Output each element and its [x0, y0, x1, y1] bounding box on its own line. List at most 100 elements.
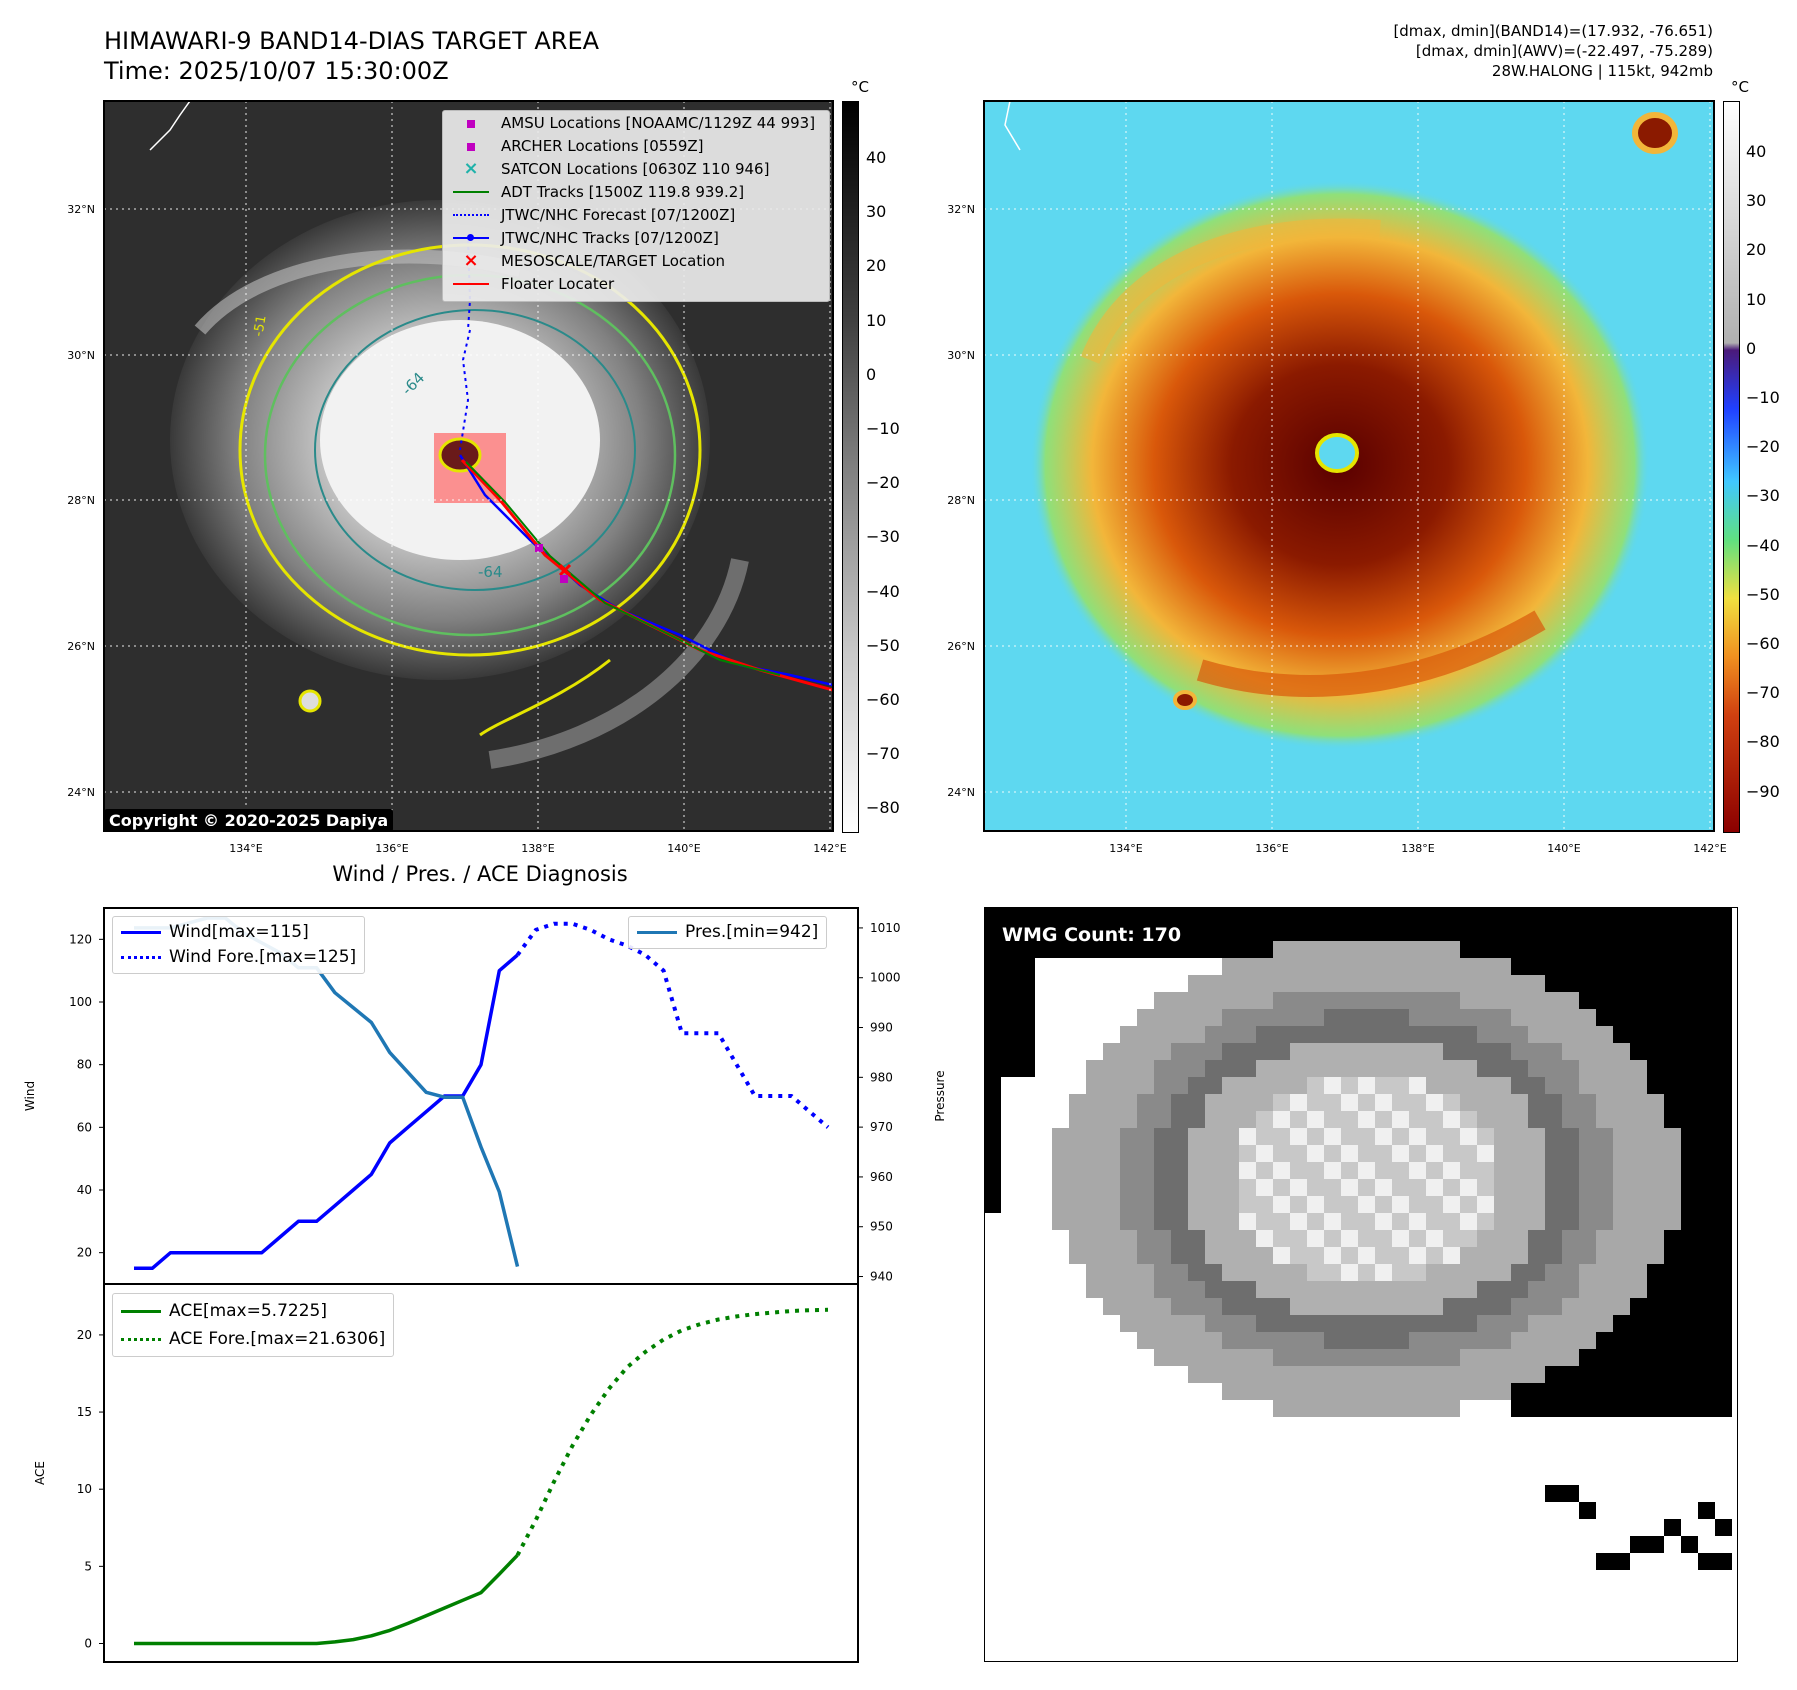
wmg-cell [1375, 1230, 1392, 1247]
wmg-cell [1613, 1315, 1630, 1332]
colorbar-tick-label: 0 [1746, 338, 1757, 358]
wmg-cell [1477, 1332, 1494, 1349]
wmg-cell [1375, 1264, 1392, 1281]
wmg-cell [1647, 1383, 1664, 1400]
wmg-cell [1307, 1145, 1324, 1162]
wmg-cell [1426, 1366, 1443, 1383]
legend-label: Floater Locater [501, 274, 615, 293]
wmg-cell [1222, 1060, 1239, 1077]
wmg-cell [1443, 1179, 1460, 1196]
wmg-cell [1341, 1077, 1358, 1094]
colorbar-tick-label: −50 [866, 635, 900, 655]
wmg-cell [1596, 1349, 1613, 1366]
y2-tick-label: 970 [870, 1120, 893, 1134]
wmg-cell [1443, 1383, 1460, 1400]
wmg-cell [1494, 992, 1511, 1009]
wmg-cell [1715, 1247, 1732, 1264]
wmg-cell [1358, 1077, 1375, 1094]
wmg-cell [1273, 907, 1290, 924]
wmg-cell [1358, 1026, 1375, 1043]
wmg-cell [1341, 1145, 1358, 1162]
wmg-cell [1171, 1145, 1188, 1162]
wmg-cell [1290, 1298, 1307, 1315]
wmg-cell [1494, 907, 1511, 924]
wmg-cell [1698, 1247, 1715, 1264]
wmg-cell [1630, 1366, 1647, 1383]
wmg-cell [1307, 1179, 1324, 1196]
wmg-cell [1579, 1009, 1596, 1026]
wmg-cell [1290, 1145, 1307, 1162]
wmg-cell [1052, 1162, 1069, 1179]
wmg-cell [1171, 1230, 1188, 1247]
wmg-cell [1018, 1026, 1035, 1043]
wmg-cell [1341, 1060, 1358, 1077]
wmg-cell [1103, 907, 1120, 924]
wmg-cell [1290, 1060, 1307, 1077]
wmg-cell [1562, 1077, 1579, 1094]
lat-tick-label: 24°N [67, 786, 95, 799]
wmg-cell [1477, 1026, 1494, 1043]
wmg-cell [1630, 1298, 1647, 1315]
wmg-cell [1630, 941, 1647, 958]
wmg-cell [1341, 1264, 1358, 1281]
wmg-cell [1035, 907, 1052, 924]
wmg-cell [1188, 1077, 1205, 1094]
wmg-cell [1562, 1145, 1579, 1162]
wmg-cell [1630, 1009, 1647, 1026]
wmg-cell [1409, 1332, 1426, 1349]
lon-tick-label: 134°E [1109, 842, 1142, 855]
wind-pressure-ace-chart: 2040608010012094095096097098099010001010… [23, 907, 947, 1663]
wmg-cell [1001, 1060, 1018, 1077]
wmg-cell [1307, 1400, 1324, 1417]
wmg-cell [1409, 1009, 1426, 1026]
wmg-cell [1358, 907, 1375, 924]
band14-range: [dmax, dmin](BAND14)=(17.932, -76.651) [1393, 22, 1713, 40]
wmg-cell [1188, 1298, 1205, 1315]
wmg-cell [1086, 1128, 1103, 1145]
wmg-cell [1647, 1162, 1664, 1179]
legend-marker: × [463, 158, 479, 179]
wmg-cell [1511, 1162, 1528, 1179]
wmg-cell [1188, 992, 1205, 1009]
wmg-cell [1154, 1060, 1171, 1077]
wmg-cell [1086, 1162, 1103, 1179]
wmg-cell [1290, 1043, 1307, 1060]
wmg-cell [1188, 975, 1205, 992]
wmg-cell [1477, 1111, 1494, 1128]
wmg-cell [1290, 1383, 1307, 1400]
wmg-cell [1494, 1145, 1511, 1162]
wmg-cell [1392, 1264, 1409, 1281]
wmg-cell [1460, 907, 1477, 924]
wmg-cell [1001, 958, 1018, 975]
wmg-cell [1307, 924, 1324, 941]
wmg-cell [1545, 1162, 1562, 1179]
wmg-cell [1613, 1553, 1630, 1570]
wmg-cell [1256, 1111, 1273, 1128]
wmg-cell [1375, 1281, 1392, 1298]
wmg-cell [1579, 1383, 1596, 1400]
wmg-cell [1137, 1009, 1154, 1026]
wmg-cell [1545, 1145, 1562, 1162]
wmg-cell [1698, 1060, 1715, 1077]
wmg-cell [1154, 1111, 1171, 1128]
wmg-cell [1052, 907, 1069, 924]
colorbar-tick-label: −40 [866, 581, 900, 601]
wmg-cell [1630, 1060, 1647, 1077]
wmg-cell [1137, 1060, 1154, 1077]
wmg-cell [1290, 924, 1307, 941]
wmg-cell [1698, 1128, 1715, 1145]
wmg-cell [1137, 1298, 1154, 1315]
wmg-cell [1307, 1230, 1324, 1247]
wmg-cell [1494, 1213, 1511, 1230]
wmg-cell [1528, 1264, 1545, 1281]
wmg-cell [1120, 1230, 1137, 1247]
wmg-cell [1358, 1264, 1375, 1281]
wmg-cell [1290, 1349, 1307, 1366]
wmg-cell [1273, 992, 1290, 1009]
y-tick-label: 0 [84, 1636, 92, 1650]
wmg-cell [1307, 1298, 1324, 1315]
wmg-cell [1460, 1179, 1477, 1196]
wmg-cell [1528, 1128, 1545, 1145]
wmg-cell [1528, 1400, 1545, 1417]
wmg-cell [1681, 1400, 1698, 1417]
